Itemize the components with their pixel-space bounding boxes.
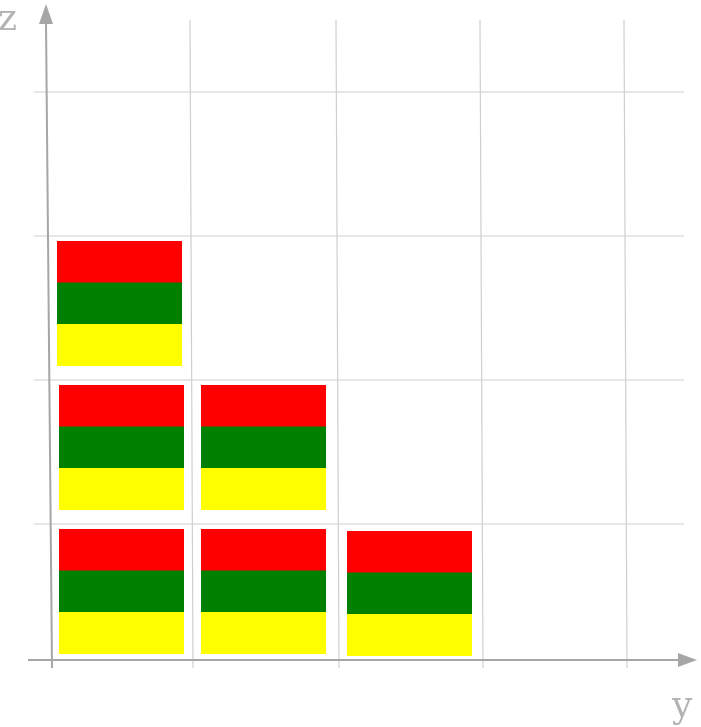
block-stack-col1-row3: [57, 241, 182, 366]
block-stacks: [57, 241, 472, 656]
block-layer-top: [59, 385, 184, 427]
vertical-axis-arrow-icon: [39, 4, 53, 24]
block-stack-col2-row1: [201, 529, 326, 654]
vertical-axis-line: [45, 21, 53, 669]
horizontal-axis-arrow-icon: [678, 653, 697, 667]
vertical-axis-label: z: [0, 0, 17, 39]
vertical-grid-line-2: [335, 19, 340, 669]
vertical-grid-line-1: [189, 19, 194, 669]
horizontal-axis-label: y: [671, 685, 693, 726]
block-layer-bottom: [57, 324, 182, 366]
block-stack-col1-row2: [59, 385, 184, 510]
block-layer-top: [201, 385, 326, 427]
block-stack-col2-row2: [201, 385, 326, 510]
block-layer-bottom: [59, 612, 184, 654]
block-layer-middle: [59, 570, 184, 613]
block-layer-middle: [57, 282, 182, 325]
block-layer-bottom: [201, 468, 326, 510]
vertical-grid-line-3: [479, 19, 484, 669]
block-layer-top: [347, 531, 472, 573]
block-layer-middle: [59, 426, 184, 469]
block-layer-top: [57, 241, 182, 283]
block-stack-col1-row1: [59, 529, 184, 654]
block-layer-bottom: [347, 614, 472, 656]
block-layer-middle: [201, 426, 326, 469]
block-layer-middle: [347, 572, 472, 615]
block-layer-middle: [201, 570, 326, 613]
block-layer-top: [59, 529, 184, 571]
block-stack-col3-row1: [347, 531, 472, 656]
block-layer-bottom: [59, 468, 184, 510]
block-layer-top: [201, 529, 326, 571]
block-layer-bottom: [201, 612, 326, 654]
grid-lines: [34, 19, 684, 669]
vertical-grid-line-4: [623, 19, 628, 669]
